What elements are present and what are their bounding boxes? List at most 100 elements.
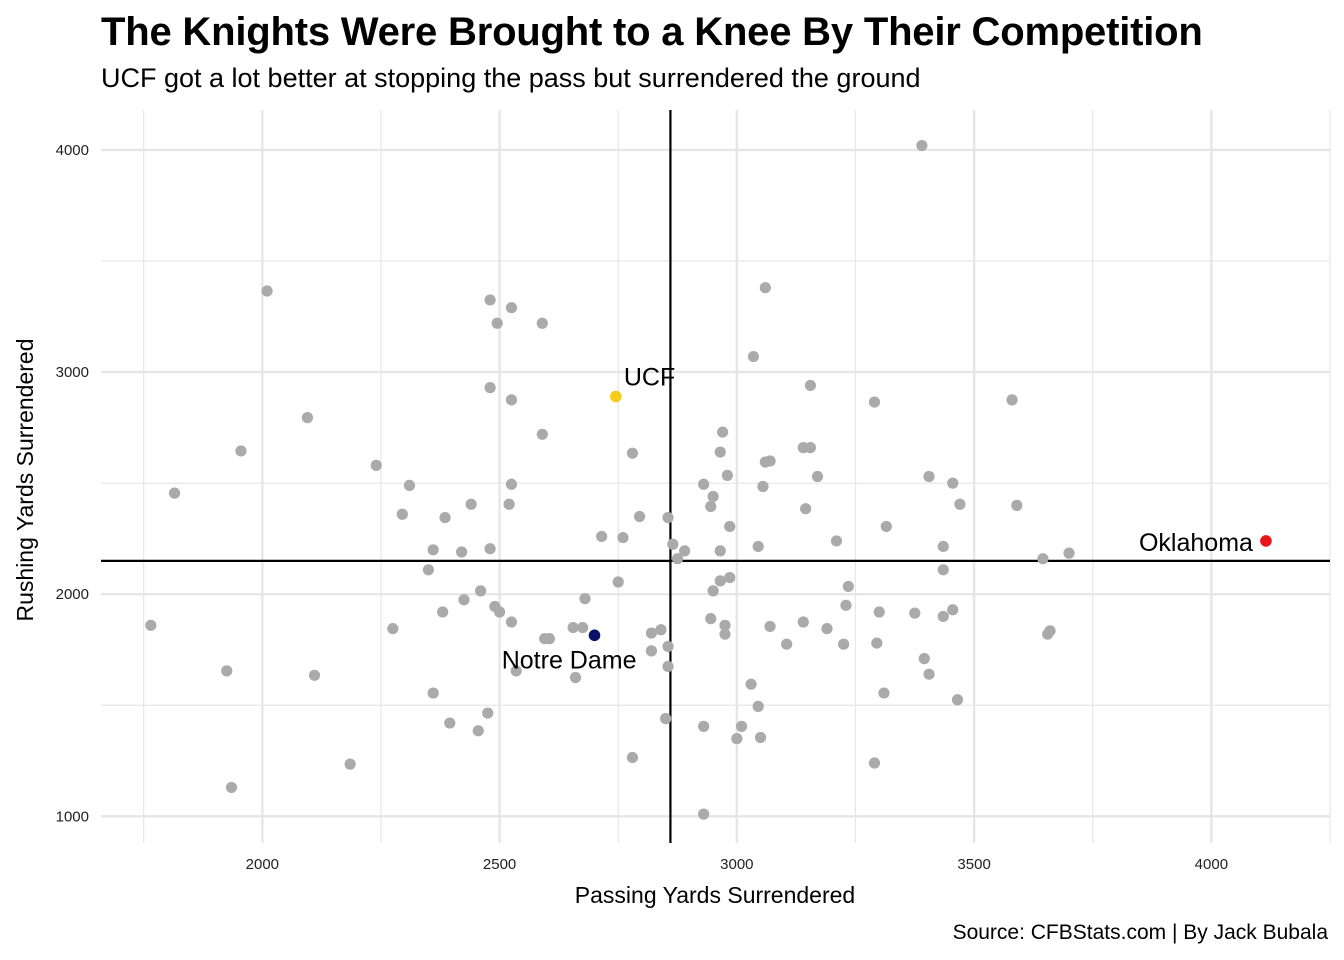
data-point: [781, 638, 793, 650]
data-point: [1042, 628, 1054, 640]
data-point: [821, 623, 833, 635]
data-point: [871, 637, 883, 649]
data-point: [752, 540, 764, 553]
data-point: [662, 660, 674, 673]
data-point: [868, 396, 881, 408]
data-point: [503, 498, 515, 510]
data-point: [698, 808, 710, 820]
highlight-point: [1260, 535, 1272, 547]
x-tick-label: 4000: [1195, 856, 1228, 873]
data-point: [698, 720, 710, 732]
data-point: [308, 669, 321, 681]
point-label: UCF: [624, 364, 675, 392]
data-point: [1037, 553, 1049, 565]
data-point: [714, 446, 726, 458]
data-point: [745, 678, 757, 690]
data-point: [458, 594, 470, 606]
point-label: Notre Dame: [502, 646, 637, 674]
data-point: [437, 606, 449, 618]
data-point: [797, 616, 809, 628]
source-caption: Source: CFBStats.com | By Jack Bubala: [952, 921, 1328, 944]
y-tick-label: 3000: [56, 364, 89, 381]
data-point: [747, 350, 760, 363]
data-point: [759, 282, 771, 294]
data-point: [427, 544, 439, 556]
data-point: [456, 546, 468, 558]
highlight-point: [588, 629, 601, 642]
data-point: [626, 751, 639, 764]
data-point: [221, 665, 233, 677]
data-point: [567, 621, 579, 634]
data-point: [484, 294, 496, 306]
data-point: [923, 470, 935, 483]
data-point: [731, 733, 743, 745]
data-point: [873, 606, 885, 618]
grid-major-lines: [101, 110, 1330, 843]
data-point: [168, 487, 181, 499]
data-point: [662, 640, 674, 653]
data-point: [947, 477, 959, 489]
data-point: [505, 394, 518, 406]
data-point: [444, 717, 456, 729]
y-tick-label: 1000: [56, 808, 89, 825]
data-point: [491, 317, 503, 329]
y-axis-tick-labels: 1000 2000 3000 4000: [56, 142, 89, 825]
data-point: [842, 580, 854, 593]
data-point: [261, 285, 273, 297]
data-point: [764, 620, 776, 633]
data-point: [225, 781, 238, 794]
data-point: [655, 624, 667, 636]
data-point: [660, 713, 672, 725]
reference-lines: [101, 110, 1330, 843]
data-point: [493, 606, 506, 618]
data-point: [484, 543, 496, 555]
data-point: [667, 538, 679, 550]
x-tick-label: 2000: [246, 856, 279, 873]
data-point: [811, 470, 824, 483]
point-label: Oklahoma: [1139, 529, 1253, 557]
data-point: [707, 585, 719, 597]
data-point: [505, 616, 518, 628]
data-point: [617, 531, 629, 544]
data-point: [475, 585, 487, 597]
data-point: [612, 576, 624, 588]
data-point: [735, 720, 748, 732]
data-point: [757, 480, 769, 493]
data-point: [830, 535, 843, 547]
data-point: [705, 500, 717, 513]
data-point: [800, 503, 812, 515]
data-point: [909, 607, 921, 619]
data-point: [596, 530, 608, 543]
chart-title: The Knights Were Brought to a Knee By Th…: [101, 10, 1203, 54]
data-point: [918, 653, 930, 665]
data-point: [714, 545, 726, 557]
data-point: [880, 520, 892, 533]
data-point: [482, 707, 494, 719]
data-point: [671, 553, 684, 565]
data-point: [427, 687, 439, 699]
data-point: [370, 459, 382, 471]
data-point: [1063, 547, 1075, 559]
data-point: [1006, 394, 1018, 406]
data-point: [645, 627, 658, 639]
data-point: [721, 469, 733, 481]
data-point: [707, 490, 719, 503]
data-point: [626, 447, 639, 459]
data-point: [937, 610, 949, 623]
data-point: [724, 571, 736, 584]
x-tick-label: 3000: [720, 856, 753, 873]
data-point: [951, 694, 964, 706]
data-point: [403, 479, 416, 491]
data-point: [868, 757, 881, 769]
data-point: [396, 508, 408, 520]
x-axis-title: Passing Yards Surrendered: [575, 882, 855, 908]
data-point: [510, 665, 522, 677]
chart-subtitle: UCF got a lot better at stopping the pas…: [101, 63, 921, 93]
data-point: [145, 619, 157, 631]
data-point: [645, 645, 658, 657]
y-axis-title: Rushing Yards Surrendered: [12, 339, 38, 622]
data-point: [505, 302, 518, 314]
data-point: [484, 382, 496, 394]
data-point: [764, 455, 776, 467]
